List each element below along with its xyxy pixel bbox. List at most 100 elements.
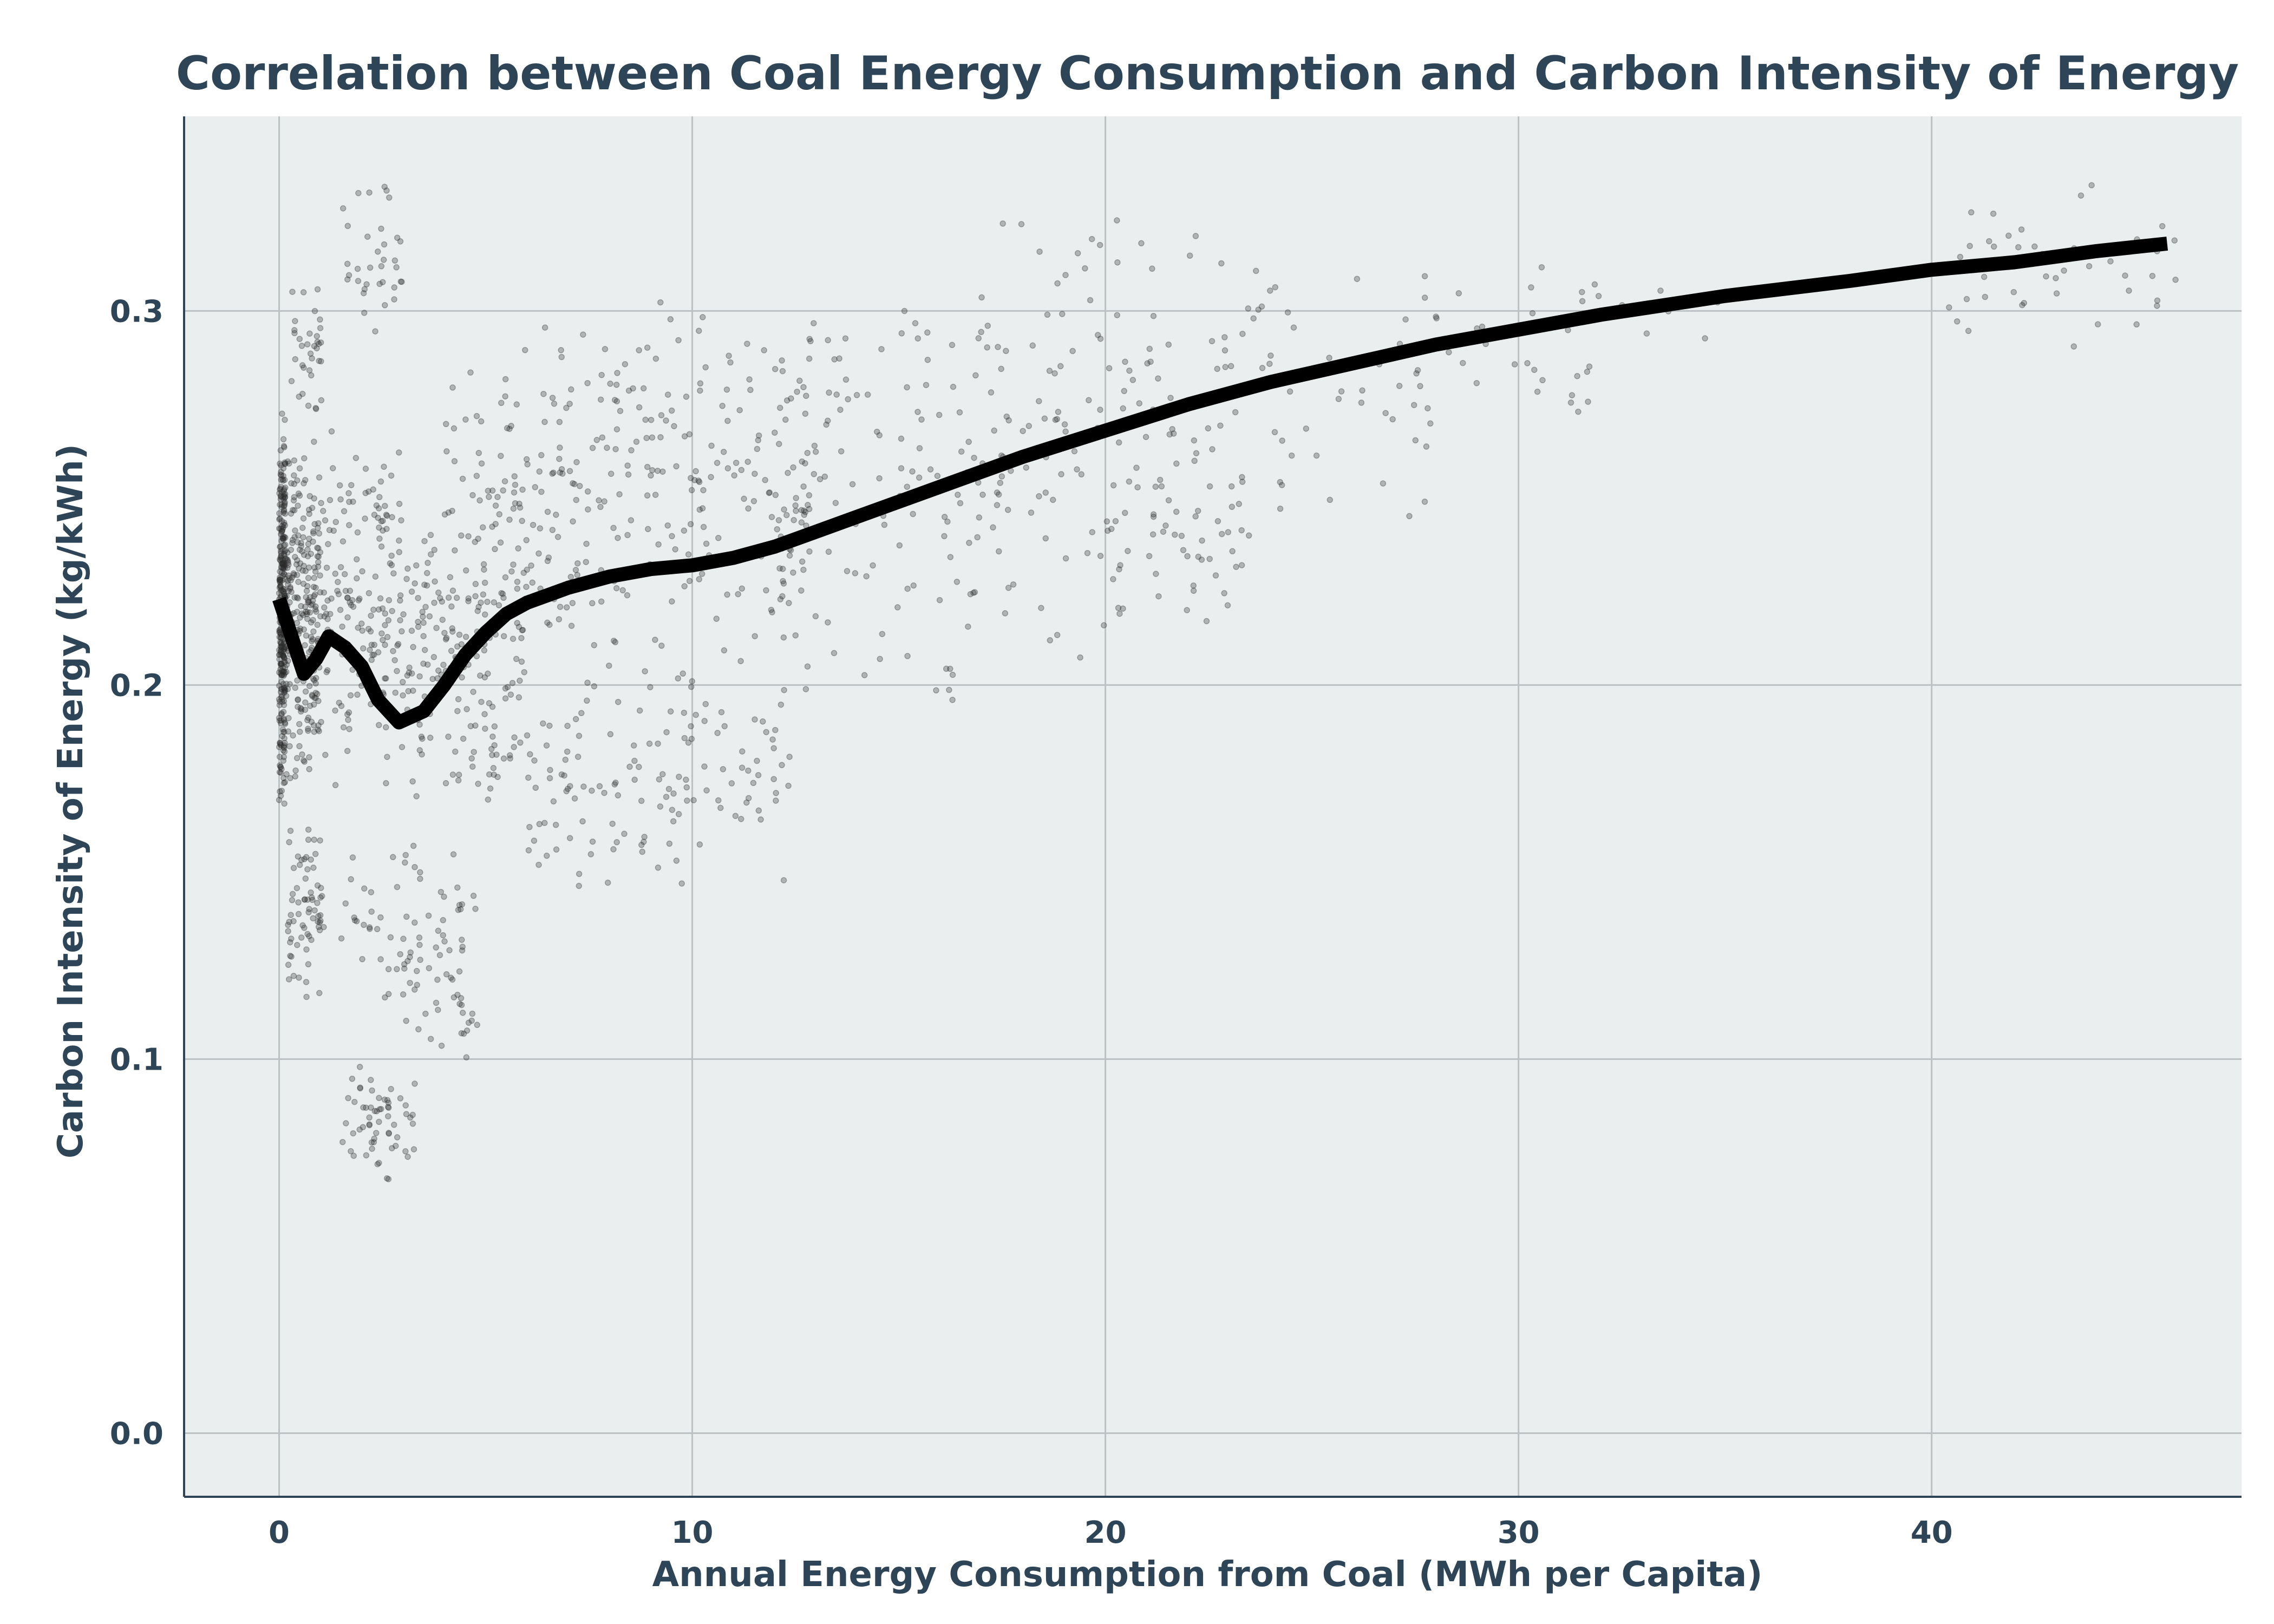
scatter-point [1221,347,1229,354]
scatter-point [625,387,632,394]
scatter-point [825,548,832,555]
scatter-point [991,427,997,434]
scatter-point [718,709,725,716]
scatter-point [598,371,605,378]
scatter-point [278,720,284,726]
scatter-point [654,467,661,474]
scatter-point [445,734,452,740]
scatter-point [826,389,832,396]
scatter-point [1479,323,1486,330]
scatter-point [1232,409,1239,416]
scatter-point [365,488,372,495]
scatter-point [1427,420,1434,427]
scatter-point [566,468,573,474]
scatter-point [371,651,377,658]
scatter-point [279,726,286,733]
scatter-point [617,408,624,414]
scatter-point [402,1148,409,1155]
scatter-point [357,1084,363,1091]
scatter-point [295,490,302,497]
scatter-point [429,676,436,682]
scatter-point [279,560,286,567]
scatter-point [309,693,316,699]
scatter-point [519,627,526,633]
scatter-point [374,926,381,933]
scatter-point [401,961,408,967]
scatter-point [334,587,341,594]
scatter-point [1579,289,1585,296]
scatter-point [631,776,638,783]
scatter-point [474,607,481,614]
scatter-point [355,278,362,284]
scatter-point [644,463,651,470]
scatter-point [315,553,322,560]
scatter-point [538,488,545,495]
scatter-point [441,938,448,945]
scatter-point [798,587,805,594]
scatter-point [910,582,917,589]
scatter-point [511,489,518,496]
scatter-point [281,486,287,493]
scatter-point [285,928,291,934]
scatter-point [368,641,375,648]
scatter-point [1190,587,1197,594]
scatter-point [1205,425,1212,432]
scatter-point [914,409,921,415]
scatter-point [279,560,285,567]
scatter-point [1233,564,1239,570]
scatter-point [1088,235,1095,243]
scatter-point [472,581,479,587]
scatter-point [762,477,768,483]
scatter-point [312,591,318,598]
scatter-point [571,481,578,487]
scatter-point [492,502,499,509]
scatter-point [904,585,911,592]
scatter-point [277,568,283,575]
scatter-point [277,460,283,467]
scatter-point [404,1154,411,1160]
scatter-point [311,701,317,708]
scatter-point [519,486,526,493]
scatter-point [296,336,303,342]
scatter-point [304,546,311,553]
scatter-point [1036,398,1042,404]
scatter-point [1062,555,1069,562]
scatter-point [639,848,646,855]
scatter-point [523,537,530,543]
scatter-point [806,336,813,342]
scatter-point [345,717,351,723]
x-tick-labels: 0 10 20 30 40 [269,1515,1953,1550]
scatter-point [1413,370,1420,377]
scatter-point [279,651,286,658]
scatter-point [482,611,488,618]
scatter-point [413,562,420,569]
scatter-point [300,480,307,487]
scatter-point [279,698,286,705]
scatter-point [515,545,521,552]
scatter-point [298,540,304,546]
scatter-point [284,686,291,692]
scatter-point [541,820,548,826]
scatter-point [755,807,762,814]
scatter-point [282,659,288,665]
scatter-point [321,924,327,931]
scatter-point [388,472,395,479]
scatter-point [770,745,777,751]
scatter-point [485,670,491,677]
scatter-point [525,774,532,781]
scatter-point [344,594,351,601]
scatter-point [277,643,284,650]
scatter-point [741,495,747,502]
scatter-point [276,698,283,705]
scatter-point [997,480,1004,486]
scatter-point [308,633,315,640]
scatter-point [591,642,598,649]
scatter-point [303,993,310,1000]
y-tick-label: 0.2 [110,668,164,703]
scatter-point [398,744,406,750]
scatter-point [473,412,480,420]
scatter-point [433,999,440,1006]
scatter-point [318,885,324,892]
scatter-point [278,564,285,571]
scatter-point [949,697,956,703]
